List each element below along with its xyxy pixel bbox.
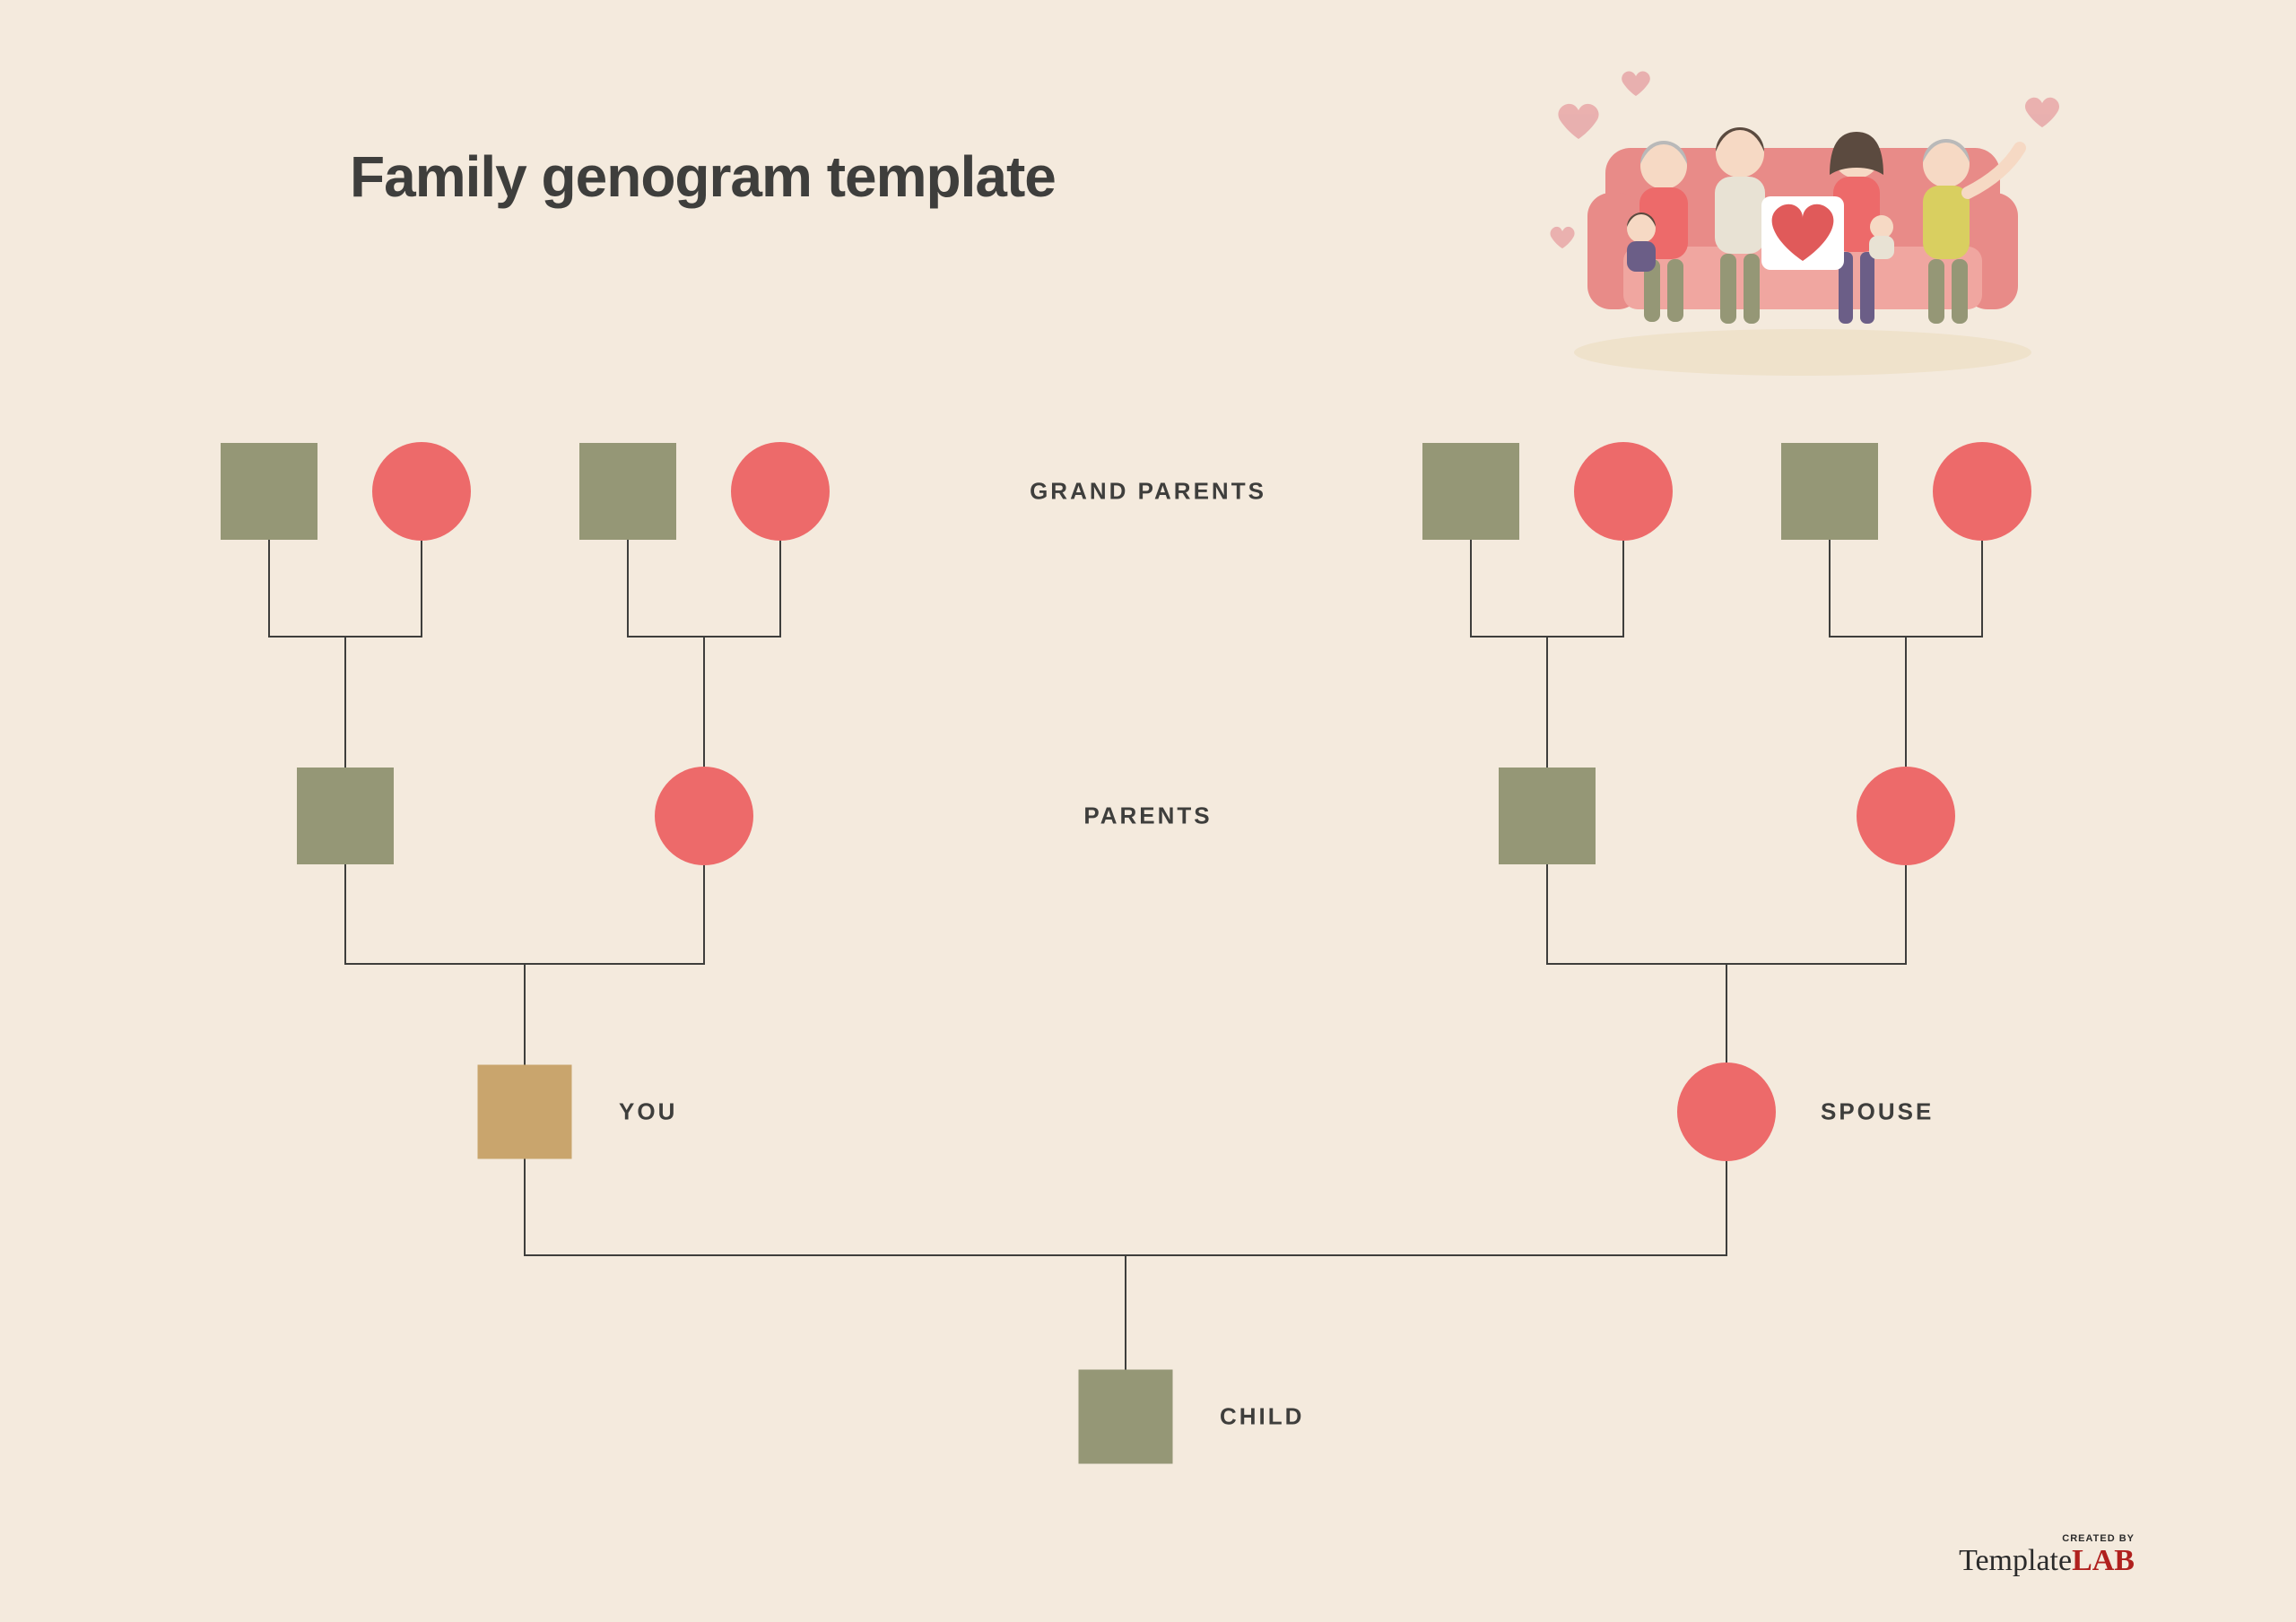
node-gp4f: [1933, 442, 2031, 541]
attribution-brand-suffix: LAB: [2072, 1544, 2135, 1577]
node-spouse: [1677, 1063, 1776, 1161]
node-gp1f: [372, 442, 471, 541]
node-gp2f: [731, 442, 830, 541]
attribution-brand-prefix: Template: [1959, 1544, 2072, 1577]
row-label-grandparents: GRAND PARENTS: [1030, 478, 1266, 506]
node-p1m: [297, 768, 394, 864]
node-p2m: [1499, 768, 1596, 864]
node-p2f: [1857, 767, 1955, 865]
node-gp4m: [1781, 443, 1878, 540]
attribution: CREATED BY TemplateLAB: [1959, 1533, 2135, 1578]
node-p1f: [655, 767, 753, 865]
node-label-spouse: SPOUSE: [1821, 1098, 1934, 1126]
node-label-child: CHILD: [1220, 1403, 1304, 1431]
family-illustration: [1525, 58, 2081, 381]
page-title: Family genogram template: [350, 143, 1056, 210]
node-gp3f: [1574, 442, 1673, 541]
node-gp2m: [579, 443, 676, 540]
genogram-canvas: Family genogram template: [0, 0, 2296, 1622]
node-you: [478, 1065, 572, 1159]
node-gp3m: [1422, 443, 1519, 540]
attribution-brand: TemplateLAB: [1959, 1544, 2135, 1578]
attribution-created-by: CREATED BY: [1959, 1533, 2135, 1544]
node-child: [1079, 1370, 1173, 1464]
node-gp1m: [221, 443, 317, 540]
row-label-parents: PARENTS: [1083, 802, 1212, 830]
node-label-you: YOU: [619, 1098, 677, 1126]
